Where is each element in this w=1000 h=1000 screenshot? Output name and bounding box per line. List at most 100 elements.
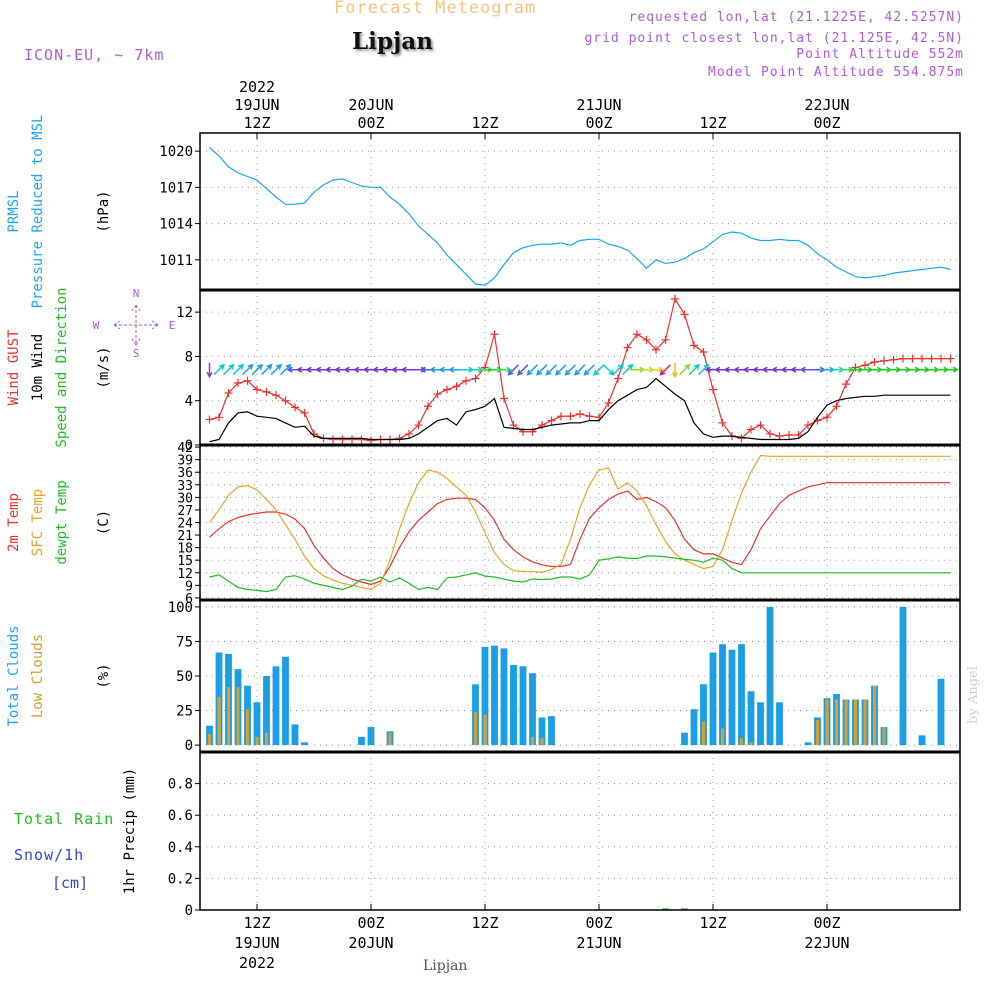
time-axis: 12Z19JUN202212Z19JUN202200Z20JUN00Z20JUN… xyxy=(234,78,849,972)
y-tick-label: 50 xyxy=(176,669,193,685)
wind-arrow xyxy=(507,364,519,376)
gust-point xyxy=(661,335,670,344)
gust-point xyxy=(509,421,518,430)
y-tick-label: 15 xyxy=(177,554,193,569)
bar-low-clouds xyxy=(882,727,886,746)
panel-label: Wind GUST xyxy=(6,329,22,405)
gust-point xyxy=(680,310,689,319)
bar-total-clouds xyxy=(776,702,783,746)
bar-low-clouds xyxy=(217,696,221,746)
x-tick-hour-bottom: 00Z xyxy=(813,914,840,932)
bar-low-clouds xyxy=(740,738,744,746)
y-tick-label: 27 xyxy=(177,504,193,519)
y-tick-label: 30 xyxy=(177,491,193,506)
bar-total-clouds xyxy=(804,742,812,746)
gust-point xyxy=(918,354,926,363)
bar-low-clouds xyxy=(474,711,478,746)
bar-total-rain xyxy=(662,908,669,910)
y-tick-label: 25 xyxy=(176,704,193,720)
bar-low-clouds xyxy=(227,687,231,746)
gust-point xyxy=(566,412,575,421)
gust-point xyxy=(604,398,613,407)
panel-frame xyxy=(199,289,961,446)
series-10m-wind-line xyxy=(209,377,951,443)
panel-label: Low Clouds xyxy=(30,634,46,718)
gust-point xyxy=(300,408,309,417)
y-tick-label: 42 xyxy=(177,441,193,456)
bar-low-clouds xyxy=(816,720,820,746)
gust-point xyxy=(405,429,413,438)
bar-total-clouds xyxy=(690,709,698,746)
gust-point xyxy=(623,343,632,352)
gust-point xyxy=(775,432,784,441)
y-tick-label: 0 xyxy=(185,438,193,454)
wind-arrow xyxy=(573,364,586,376)
gust-point xyxy=(329,435,337,444)
y-tick-label: 8 xyxy=(185,349,193,365)
wind-arrow xyxy=(659,364,671,376)
signature: by Angel xyxy=(966,666,981,724)
wind-arrow xyxy=(679,363,691,376)
bar-low-clouds xyxy=(721,728,725,746)
panel-frame xyxy=(199,132,961,291)
gust-point xyxy=(946,354,955,363)
x-tick-hour-top: 12Z xyxy=(699,114,726,132)
gust-point xyxy=(367,436,375,445)
series-dewpt-temp-line xyxy=(209,555,951,593)
x-tick-hour-bottom: 12Z xyxy=(699,914,726,932)
y-tick-label: 75 xyxy=(176,634,193,650)
bar-total-clouds xyxy=(747,691,755,746)
wind-arrow xyxy=(943,366,960,373)
place-name: Lipjan xyxy=(352,28,433,55)
panel-label: PRMSL xyxy=(6,190,22,232)
bar-low-clouds xyxy=(246,709,250,746)
x-tick-hour-bottom: 12Z xyxy=(243,914,270,932)
compass-w: W xyxy=(93,319,100,332)
bar-low-clouds xyxy=(388,732,392,746)
x-tick-hour-top: 12Z xyxy=(471,114,498,132)
gust-point xyxy=(234,379,242,387)
y-tick-label: 0.4 xyxy=(168,840,193,856)
gust-point xyxy=(547,416,556,425)
gust-point xyxy=(443,385,451,394)
y-tick-label: 18 xyxy=(177,542,193,557)
panel-label: [cm] xyxy=(52,874,88,892)
x-tick-hour-top: 12Z xyxy=(243,114,270,132)
y-axis-label: (%) xyxy=(96,663,112,688)
wind-arrow xyxy=(698,363,710,376)
x-tick-year-top: 2022 xyxy=(239,78,275,96)
bar-total-clouds xyxy=(681,732,688,746)
x-tick-date-bottom: 21JUN xyxy=(576,934,621,952)
y-tick-label: 0 xyxy=(185,903,193,919)
gust-point xyxy=(652,345,660,354)
y-tick-label: 1020 xyxy=(159,144,193,160)
compass-n: N xyxy=(133,287,140,300)
bar-total-clouds xyxy=(738,644,745,746)
header-title: Forecast Meteogram xyxy=(334,0,537,18)
bar-low-clouds xyxy=(844,699,848,746)
gust-point xyxy=(766,429,774,438)
wind-arrow xyxy=(535,364,548,376)
y-tick-label: 4 xyxy=(185,394,193,410)
gust-point xyxy=(937,354,945,363)
series-sfc-temp-line xyxy=(209,454,951,591)
gust-point xyxy=(709,385,717,394)
bar-low-clouds xyxy=(835,699,839,746)
gust-point xyxy=(576,410,584,418)
requested-coords: requested lon,lat (21.1225E, 42.5257N) xyxy=(628,10,964,25)
wind-arrow xyxy=(688,363,701,376)
bar-low-clouds xyxy=(265,732,269,746)
x-tick-date-bottom: 22JUN xyxy=(804,934,849,952)
y-tick-label: 1014 xyxy=(159,217,193,233)
gust-point xyxy=(927,354,936,363)
gust-point xyxy=(281,396,290,405)
y-tick-label: 33 xyxy=(177,479,193,494)
series-prmsl-line xyxy=(209,147,951,286)
wind-arrow xyxy=(603,364,615,376)
gust-point xyxy=(243,376,252,385)
gust-point xyxy=(215,413,223,422)
gust-point xyxy=(880,356,888,365)
gust-point xyxy=(690,341,698,350)
bar-total-clouds xyxy=(282,656,289,746)
x-tick-hour-top: 00Z xyxy=(357,114,384,132)
